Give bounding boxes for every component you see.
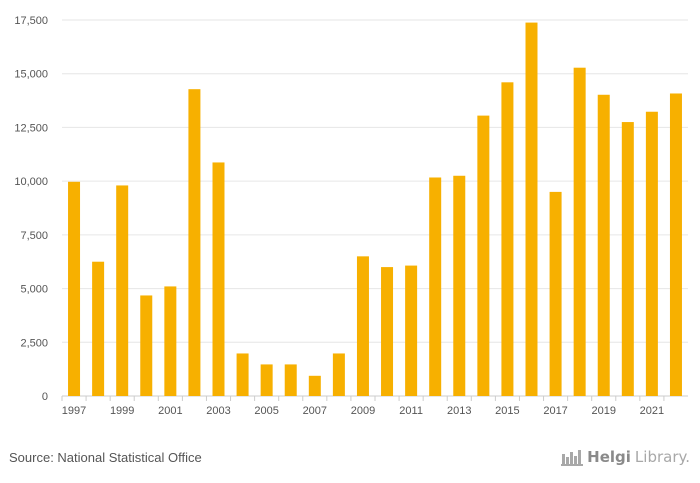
x-tick-label: 2019 — [591, 405, 615, 417]
y-axis-ticks: 0 2,500 5,000 7,500 10,000 12,500 15,000 17,500 — [14, 15, 48, 403]
bar-2018 — [573, 67, 586, 396]
x-tick-label: 2021 — [640, 405, 664, 417]
y-tick-label: 0 — [42, 391, 48, 403]
bar-2022 — [669, 93, 682, 396]
bar-1999 — [116, 185, 129, 396]
brand-logo: Helgi Library. — [561, 448, 690, 466]
factory-icon — [561, 450, 584, 466]
y-tick-label: 17,500 — [14, 15, 48, 27]
x-tick-label: 2017 — [543, 405, 567, 417]
bar-2000 — [140, 295, 153, 396]
bar-2017 — [549, 191, 562, 396]
bar-2016 — [525, 22, 538, 397]
bar-2008 — [332, 353, 345, 396]
bar-2011 — [405, 265, 418, 396]
y-tick-label: 10,000 — [14, 176, 48, 188]
x-axis-ticks: 1997 1999 2001 2003 2005 2007 2009 2011 2013 2015… — [61, 396, 665, 417]
bar-2012 — [429, 177, 442, 396]
x-tick-label: 2013 — [447, 405, 471, 417]
x-tick-label: 2011 — [399, 405, 423, 417]
x-tick-label: 2009 — [351, 405, 375, 417]
brand-name-strong: Helgi — [587, 448, 631, 466]
bar-2003 — [212, 162, 225, 396]
bar-2010 — [381, 267, 394, 396]
x-tick-label: 2015 — [495, 405, 519, 417]
y-tick-label: 7,500 — [20, 230, 48, 242]
x-tick-label: 1997 — [62, 405, 86, 417]
bar-2007 — [308, 375, 321, 396]
x-tick-label: 2007 — [303, 405, 327, 417]
bar-2013 — [453, 175, 466, 396]
y-tick-label: 15,000 — [14, 69, 48, 81]
bar-2015 — [501, 82, 514, 396]
bar-2001 — [164, 286, 177, 396]
bar-2020 — [621, 122, 634, 396]
y-tick-label: 12,500 — [14, 122, 48, 134]
grid-lines — [62, 19, 688, 397]
bar-2019 — [597, 94, 610, 397]
bar-2004 — [236, 353, 249, 396]
y-tick-label: 5,000 — [20, 284, 48, 296]
bar-2006 — [284, 364, 297, 396]
bar-2005 — [260, 364, 273, 396]
x-tick-label: 1999 — [110, 405, 134, 417]
bar-2002 — [188, 89, 201, 397]
bars — [68, 22, 682, 397]
y-tick-label: 2,500 — [20, 337, 48, 349]
bar-1998 — [92, 261, 105, 396]
source-note: Source: National Statistical Office — [9, 450, 202, 465]
bar-chart: 0 2,500 5,000 7,500 10,000 12,500 15,000 17,500… — [14, 15, 688, 417]
bar-2009 — [356, 256, 369, 396]
x-tick-label: 2003 — [206, 405, 230, 417]
brand-name-light: Library. — [634, 448, 690, 466]
x-tick-label: 2001 — [158, 405, 182, 417]
bar-1997 — [68, 181, 81, 396]
bar-2014 — [477, 115, 490, 397]
bar-2021 — [645, 111, 658, 397]
x-tick-label: 2005 — [254, 405, 278, 417]
